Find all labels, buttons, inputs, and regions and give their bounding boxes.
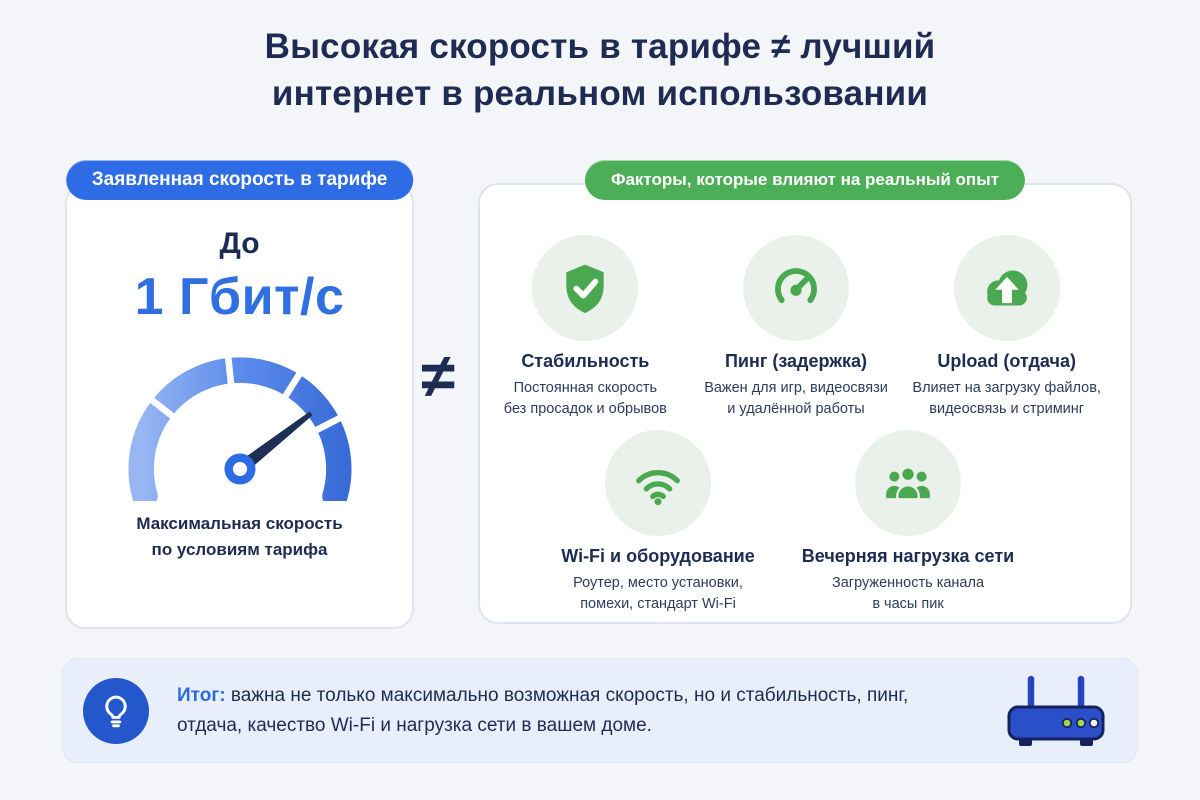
speed-value: 1 Гбит/с [134, 268, 345, 326]
shield-check-icon [532, 235, 639, 341]
factor-title: Стабильность [521, 351, 650, 371]
factors-card-badge: Факторы, которые влияют на реальный опыт [584, 160, 1026, 200]
factor-stability: Стабильность Постоянная скорость без про… [480, 235, 691, 420]
speed-prefix: До [219, 227, 260, 260]
factor-description: Роутер, место установки, помехи, стандар… [573, 575, 743, 613]
factors-card: Факторы, которые влияют на реальный опыт… [478, 160, 1132, 624]
lightbulb-icon [83, 677, 149, 744]
tariff-card-badge: Заявленная скорость в тарифе [65, 160, 414, 200]
page-title-line1: Высокая скорость в тарифе ≠ лучший [264, 27, 936, 66]
speedometer-gauge-icon [115, 341, 365, 509]
factor-description: Важен для игр, видеосвязи и удалённой ра… [704, 380, 888, 418]
gauge-caption: Максимальная скорость по условиям тарифа [136, 511, 342, 564]
factor-title: Пинг (задержка) [724, 351, 868, 371]
factor-description: Постоянная скорость без просадок и обрыв… [503, 380, 667, 418]
factor-title: Wi-Fi и оборудование [561, 546, 755, 567]
factor-wifi: Wi-Fi и оборудование Роутер, место устан… [533, 430, 783, 615]
factor-title: Upload (отдача) [937, 351, 1076, 371]
summary-text: Итог: важна не только максимально возмож… [177, 681, 929, 740]
gauge-caption-line2: по условиям тарифа [151, 540, 328, 560]
tariff-speed-card: Заявленная скорость в тарифе До 1 Гбит/с [65, 160, 414, 629]
factor-evening-load: Вечерняя нагрузка сети Загруженность кан… [783, 430, 1033, 615]
wifi-icon [605, 430, 711, 537]
factor-upload: Upload (отдача) Влияет на загрузку файло… [901, 235, 1112, 420]
factors-row-2: Wi-Fi и оборудование Роутер, место устан… [480, 430, 1130, 615]
not-equal-symbol: ≠ [420, 342, 456, 411]
tariff-card-body: До 1 Гбит/с [67, 185, 412, 627]
factor-ping: Пинг (задержка) Важен для игр, видеосвяз… [691, 235, 902, 420]
factor-title: Вечерняя нагрузка сети [801, 546, 1015, 567]
gauge-caption-line1: Максимальная скорость [136, 514, 343, 533]
factors-row-1: Стабильность Постоянная скорость без про… [480, 235, 1130, 420]
page-title: Высокая скорость в тарифе ≠ лучший интер… [0, 24, 1200, 117]
summary-body: важна не только максимально возможная ск… [177, 685, 909, 736]
summary-label: Итог: [177, 685, 226, 707]
factor-description: Загруженность канала в часы пик [831, 575, 985, 613]
speedometer-icon [743, 235, 849, 341]
page-title-line2: интернет в реальном использовании [271, 73, 929, 113]
cloud-upload-icon [953, 235, 1060, 341]
summary-bar: Итог: важна не только максимально возмож… [62, 658, 1138, 763]
router-icon [1001, 669, 1111, 753]
people-group-icon [855, 430, 961, 537]
factor-description: Влияет на загрузку файлов, видеосвязь и … [912, 380, 1101, 418]
